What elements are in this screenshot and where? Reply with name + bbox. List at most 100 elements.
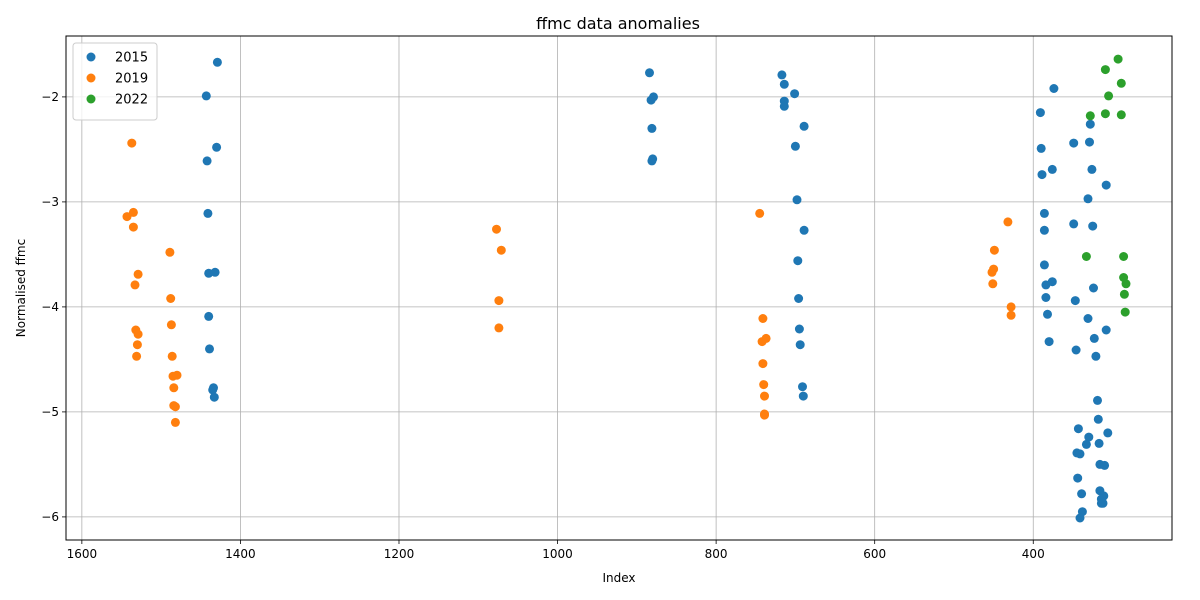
legend-marker-2022: [86, 94, 96, 104]
x-tick-label: 1400: [225, 547, 256, 561]
data-point-2022: [1104, 91, 1114, 101]
data-point-2022: [1100, 109, 1110, 119]
data-point-2015: [790, 141, 800, 151]
data-point-2015: [1085, 137, 1094, 147]
data-point-2015: [1089, 283, 1098, 293]
data-point-2019: [988, 279, 998, 289]
data-point-2022: [1120, 307, 1130, 317]
data-point-2015: [1083, 314, 1093, 323]
data-point-2015: [1101, 180, 1111, 190]
data-point-2015: [1041, 293, 1051, 302]
data-point-2019: [758, 359, 768, 369]
data-point-2015: [799, 225, 809, 235]
data-point-2015: [1081, 439, 1091, 449]
legend-label-2022: 2022: [115, 93, 148, 108]
y-axis-ticks: −2 −3 −4 −5 −6: [41, 90, 66, 524]
data-point-2015: [792, 195, 802, 205]
data-point-2015: [212, 142, 222, 152]
series-2022: [1081, 54, 1131, 317]
data-point-2015: [202, 156, 212, 166]
data-point-2015: [1071, 345, 1081, 355]
data-point-2019: [494, 323, 504, 333]
data-point-2015: [1049, 84, 1059, 93]
x-tick-label: 1000: [542, 547, 573, 561]
data-point-2015: [203, 208, 213, 218]
data-point-2019: [170, 417, 180, 427]
data-point-2019: [760, 391, 769, 401]
data-point-2019: [760, 410, 769, 420]
data-point-2019: [1006, 302, 1016, 312]
data-point-2015: [790, 89, 800, 99]
data-point-2022: [1116, 78, 1126, 88]
x-tick-label: 600: [863, 547, 886, 561]
data-point-2019: [172, 370, 182, 380]
data-point-2015: [1091, 351, 1101, 361]
data-point-2015: [1044, 337, 1054, 347]
chart-title: ffmc data anomalies: [536, 14, 700, 33]
data-point-2015: [647, 123, 657, 133]
x-tick-label: 400: [1022, 547, 1045, 561]
data-point-2022: [1081, 252, 1091, 261]
data-point-2019: [165, 247, 175, 257]
data-point-2015: [1089, 333, 1099, 343]
plot-frame: [65, 35, 1173, 541]
data-point-2015: [1039, 225, 1049, 235]
data-point-2015: [779, 79, 789, 89]
data-points: [122, 54, 1131, 523]
data-point-2015: [1043, 309, 1052, 319]
data-point-2015: [1036, 143, 1046, 153]
data-point-2019: [133, 329, 143, 339]
data-point-2019: [170, 402, 180, 412]
data-point-2019: [127, 138, 137, 148]
data-point-2015: [777, 70, 787, 80]
legend-label-2015: 2015: [115, 51, 148, 66]
data-point-2015: [1083, 194, 1093, 204]
data-point-2019: [132, 340, 142, 350]
y-tick-label: −4: [41, 300, 59, 314]
data-point-2022: [1100, 65, 1110, 75]
data-point-2019: [122, 212, 132, 222]
legend-marker-2019: [86, 73, 96, 83]
data-point-2015: [799, 121, 809, 131]
data-point-2015: [793, 256, 803, 266]
data-point-2015: [1103, 428, 1113, 438]
legend: 2015 2019 2022: [72, 42, 158, 121]
data-point-2019: [759, 380, 769, 390]
data-point-2019: [761, 333, 771, 343]
series-2015: [201, 57, 1113, 523]
legend-label-2019: 2019: [115, 72, 148, 87]
x-tick-label: 1200: [384, 547, 415, 561]
data-point-2015: [1069, 138, 1079, 148]
data-point-2015: [212, 57, 222, 67]
data-point-2019: [496, 245, 506, 255]
data-point-2019: [758, 314, 768, 323]
data-point-2019: [167, 351, 177, 361]
y-tick-label: −2: [41, 90, 59, 104]
data-point-2022: [1121, 279, 1131, 289]
data-point-2015: [645, 68, 654, 78]
data-point-2019: [130, 280, 140, 290]
data-point-2019: [132, 351, 142, 361]
data-point-2019: [755, 208, 765, 218]
data-point-2015: [795, 340, 805, 350]
data-point-2015: [1039, 208, 1049, 218]
data-point-2019: [1006, 310, 1016, 320]
data-point-2015: [1047, 277, 1057, 287]
data-point-2015: [1070, 296, 1080, 306]
data-point-2015: [201, 91, 211, 101]
data-point-2015: [647, 156, 657, 166]
data-point-2015: [1069, 219, 1079, 229]
data-point-2015: [798, 391, 808, 401]
data-point-2022: [1085, 111, 1095, 121]
data-point-2015: [1075, 449, 1085, 459]
data-point-2015: [1093, 414, 1103, 424]
data-point-2015: [1087, 164, 1097, 174]
data-point-2019: [133, 269, 143, 279]
data-point-2015: [204, 311, 214, 321]
data-point-2015: [208, 385, 218, 395]
data-point-2015: [1039, 260, 1049, 270]
data-point-2019: [494, 296, 504, 306]
x-axis-ticks: 1600 1400 1200 1000 800 600 400: [67, 540, 1045, 561]
data-point-2019: [989, 245, 999, 255]
